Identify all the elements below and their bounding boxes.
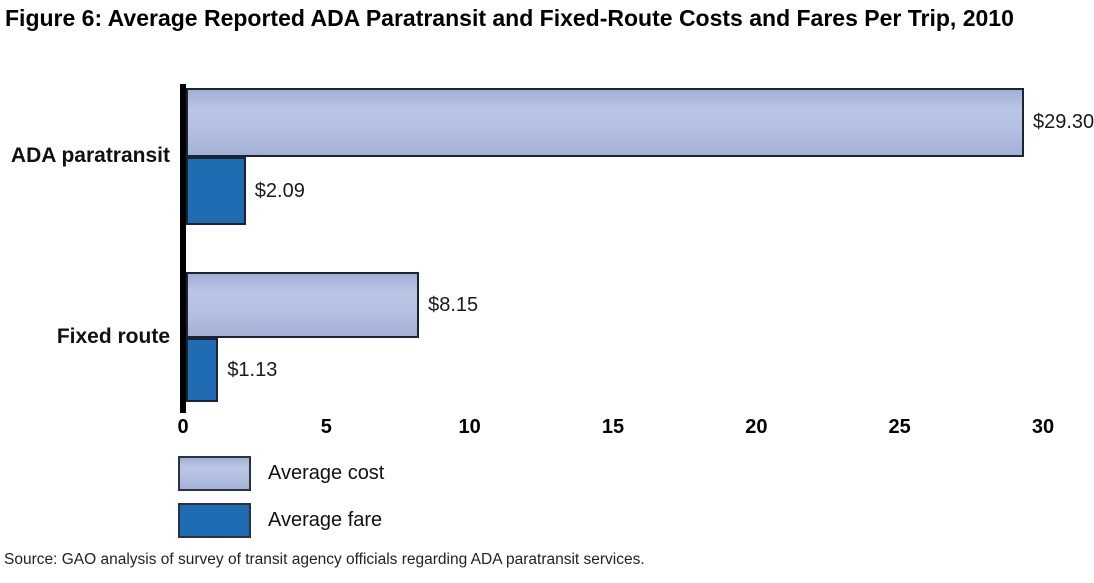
x-axis-tick-label: 5: [320, 416, 332, 438]
x-axis-tick-labels: 0 5 10 15 20 25 30: [177, 416, 1054, 442]
value-label-ada-average-cost: $29.30: [1032, 111, 1094, 133]
legend-label-average-fare: Average fare: [268, 509, 383, 531]
bar-ada-average-fare: [186, 157, 246, 225]
category-label-fixed-route: Fixed route: [56, 325, 170, 348]
bar-ada-average-cost: [186, 88, 1024, 157]
legend-swatch-average-fare: [178, 503, 251, 538]
bar-row-ada-cost: $29.30: [186, 88, 1094, 157]
legend-item-average-cost: Average cost: [178, 456, 384, 491]
x-axis-tick-label: 15: [601, 416, 625, 438]
value-label-ada-average-fare: $2.09: [254, 179, 305, 202]
x-axis-tick-label: 30: [1031, 416, 1055, 438]
x-axis-tick-label: 20: [745, 416, 768, 438]
bar-fixed-average-fare: [186, 338, 219, 402]
bar-fixed-average-cost: [186, 272, 420, 338]
y-axis-line: [180, 84, 186, 413]
legend-item-average-fare: Average fare: [178, 503, 384, 538]
bar-row-ada-fare: $2.09: [186, 157, 1044, 225]
source-note: Source: GAO analysis of survey of transi…: [4, 551, 645, 568]
category-label-ada-paratransit: ADA paratransit: [10, 144, 170, 167]
x-axis-tick-label: 25: [888, 416, 911, 438]
bar-row-fixed-cost: $8.15: [186, 272, 1044, 338]
bar-row-fixed-fare: $1.13: [186, 338, 1044, 402]
legend-swatch-average-cost: [178, 456, 251, 491]
x-axis-tick-label: 10: [458, 416, 481, 438]
x-axis-tick-label: 0: [177, 416, 189, 438]
value-label-fixed-average-fare: $1.13: [227, 358, 278, 381]
figure-title: Figure 6: Average Reported ADA Paratrans…: [5, 5, 1014, 31]
legend: Average cost Average fare: [178, 456, 384, 550]
value-label-fixed-average-cost: $8.15: [428, 293, 479, 316]
legend-label-average-cost: Average cost: [268, 462, 385, 484]
